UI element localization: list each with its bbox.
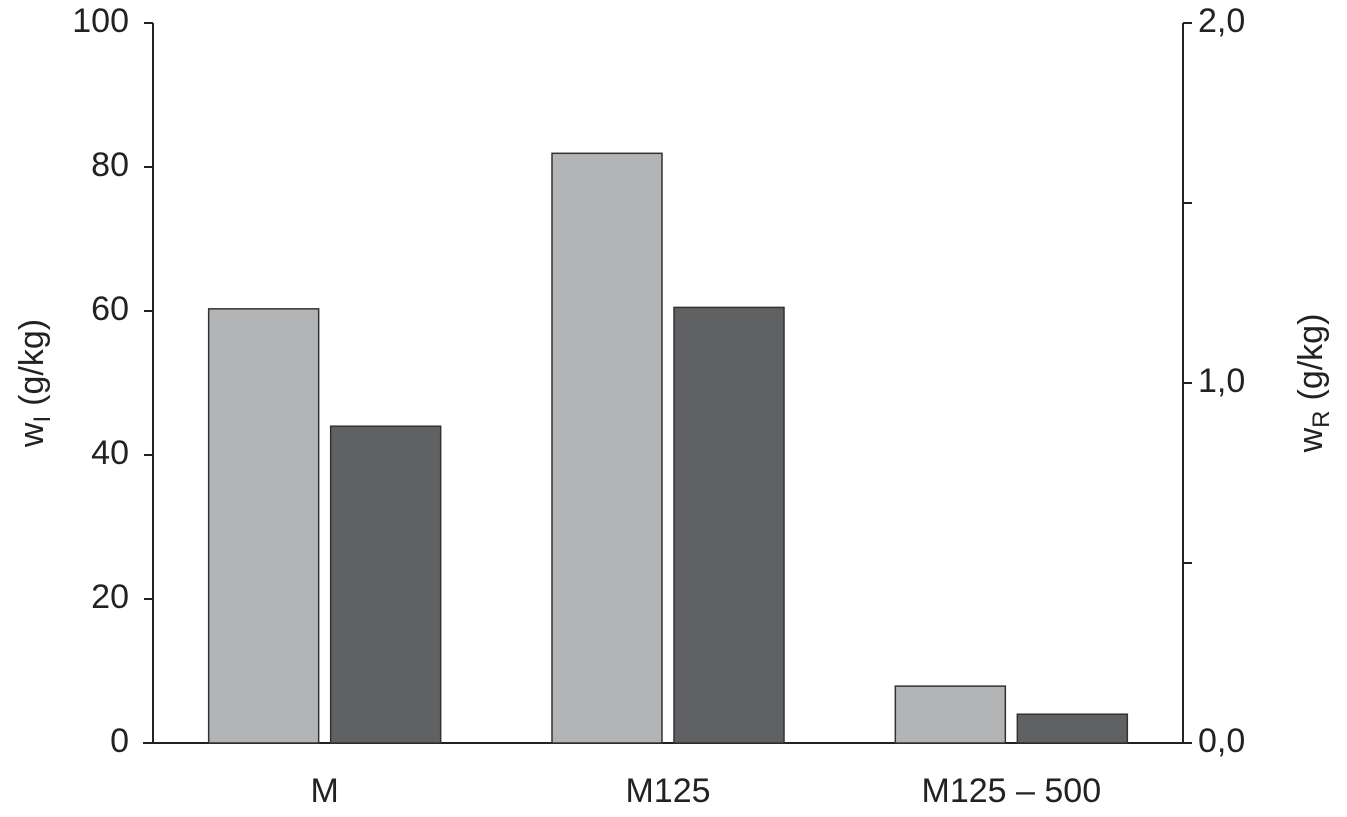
y-label-main: w: [13, 422, 51, 448]
y2-label-sub: R: [1308, 411, 1335, 428]
y-tick-label: 60: [91, 290, 129, 328]
x-tick-label: M125: [625, 772, 710, 810]
bar: [1016, 713, 1129, 744]
y2-axis-label: wR (g/kg): [1292, 314, 1335, 454]
x-tick-label: M125 – 500: [922, 772, 1102, 810]
bar: [207, 308, 320, 744]
bar: [551, 152, 663, 744]
y2-label-unit: (g/kg): [1292, 314, 1330, 401]
y-tick-label: 40: [91, 434, 129, 472]
y2-tick-label: 2,0: [1198, 2, 1245, 40]
x-tick-label: M: [311, 772, 339, 810]
y-tick-label: 80: [91, 146, 129, 184]
y-tick-label: 100: [72, 2, 129, 40]
y2-tick-label: 1,0: [1198, 362, 1245, 400]
y-label-sub: I: [29, 416, 56, 423]
y-tick-label: 20: [91, 578, 129, 616]
y-label-unit: (g/kg): [13, 319, 51, 406]
y-axis-label: wI (g/kg): [13, 319, 56, 448]
bar: [673, 306, 785, 744]
y2-tick-label: 0,0: [1198, 722, 1245, 760]
y-tick-label: 0: [110, 722, 129, 760]
bar: [894, 685, 1007, 744]
y2-label-main: w: [1292, 427, 1330, 453]
bar: [329, 425, 442, 744]
